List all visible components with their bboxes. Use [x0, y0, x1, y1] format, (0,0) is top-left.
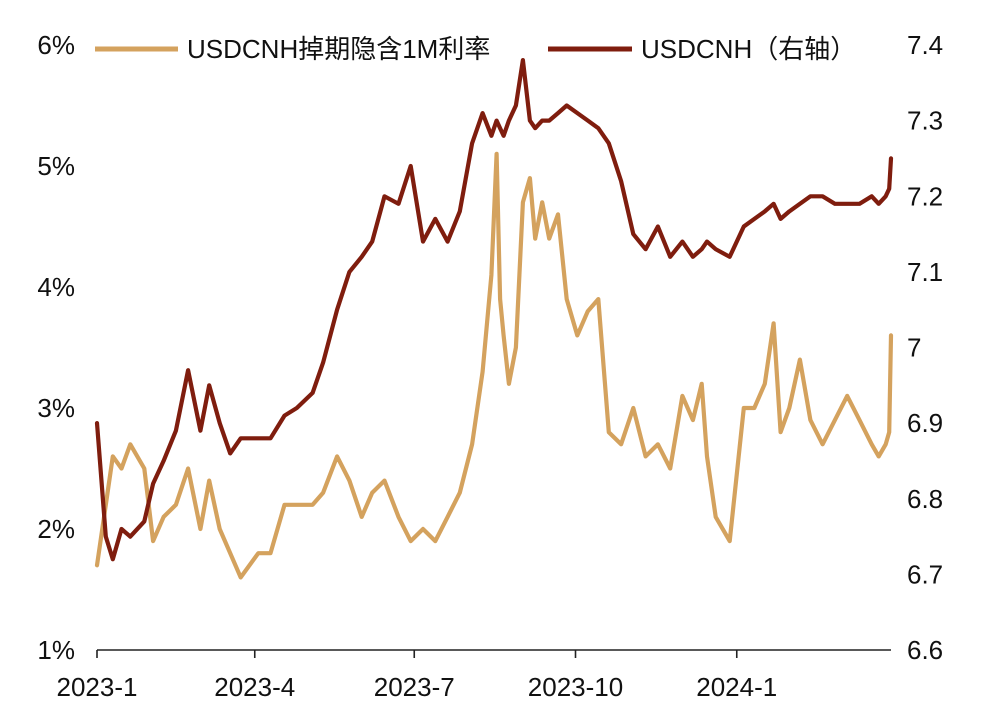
- left-axis-tick-label: 4%: [37, 272, 75, 302]
- left-axis-tick-label: 1%: [37, 635, 75, 665]
- right-axis-tick-label: 6.8: [907, 484, 943, 514]
- left-axis-tick-label: 3%: [37, 393, 75, 423]
- right-axis-tick-label: 7.3: [907, 106, 943, 136]
- x-axis-tick-label: 2023-4: [214, 672, 295, 702]
- right-axis-tick-label: 6.6: [907, 635, 943, 665]
- legend-label-swap-implied-rate: USDCNH掉期隐含1M利率: [187, 34, 490, 64]
- right-axis-tick-label: 7.2: [907, 181, 943, 211]
- plot-lines: [94, 57, 894, 580]
- right-axis-tick-labels: 6.6 6.7 6.8 6.9 7 7.1 7.2 7.3 7.4: [907, 30, 943, 665]
- left-axis-tick-label: 5%: [37, 151, 75, 181]
- legend-label-usdcnh: USDCNH（右轴）: [641, 34, 856, 64]
- right-axis-tick-label: 7.4: [907, 30, 943, 60]
- right-axis-tick-label: 7.1: [907, 257, 943, 287]
- left-axis-tick-label: 2%: [37, 514, 75, 544]
- x-axis-tick-label: 2023-10: [528, 672, 623, 702]
- legend: USDCNH掉期隐含1M利率 USDCNH（右轴）: [95, 34, 856, 64]
- x-axis-tick-label: 2023-1: [57, 672, 138, 702]
- axes-group: [96, 649, 891, 658]
- x-axis-tick-label: 2023-7: [374, 672, 455, 702]
- right-axis-tick-label: 6.9: [907, 408, 943, 438]
- left-axis-tick-label: 6%: [37, 30, 75, 60]
- right-axis-tick-label: 7: [907, 333, 921, 363]
- series-line-swap-implied-rate: [94, 151, 894, 580]
- left-axis-tick-labels: 1% 2% 3% 4% 5% 6%: [37, 30, 75, 665]
- x-axis-tick-labels: 2023-1 2023-4 2023-7 2023-10 2024-1: [57, 672, 778, 702]
- x-axis-tick-label: 2024-1: [696, 672, 777, 702]
- right-axis-tick-label: 6.7: [907, 559, 943, 589]
- series-line-usdcnh: [94, 57, 894, 562]
